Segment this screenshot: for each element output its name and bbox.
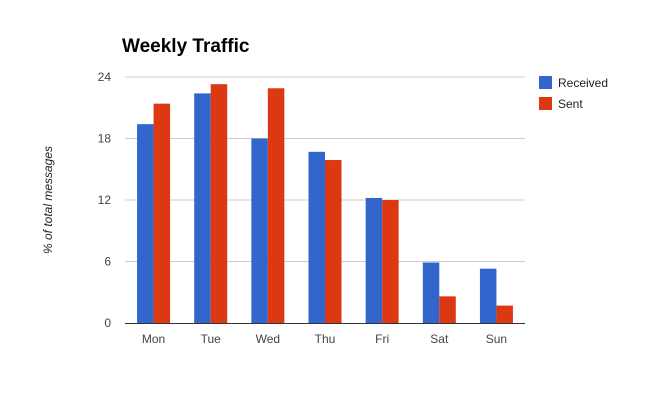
bar-sent-tue (210, 84, 228, 323)
x-tick-label: Mon (142, 332, 165, 346)
bar-received-thu (308, 151, 325, 323)
x-tick-label: Tue (201, 332, 222, 346)
y-axis-label: % of total messages (41, 146, 55, 254)
bar-sent-thu (325, 160, 342, 323)
legend-label-sent: Sent (558, 97, 583, 111)
y-tick-labels: 0 6 12 18 24 (98, 70, 112, 330)
bar-sent-wed (267, 88, 285, 324)
bar-sent-sat (439, 296, 456, 323)
bar-received-sat (422, 262, 440, 323)
y-tick-label: 18 (98, 132, 112, 146)
bar-received-mon (137, 124, 154, 324)
bar-sent-sun (496, 305, 513, 323)
bar-received-fri (365, 197, 383, 323)
bar-received-wed (251, 138, 268, 323)
legend: Received Sent (539, 76, 608, 111)
x-tick-label: Sat (430, 332, 449, 346)
legend-label-received: Received (558, 76, 608, 90)
bars (137, 84, 513, 324)
y-tick-label: 0 (104, 316, 111, 330)
bar-received-tue (194, 93, 211, 324)
legend-swatch-sent (539, 97, 552, 110)
chart-title: Weekly Traffic (122, 36, 250, 57)
bar-sent-fri (382, 200, 399, 323)
y-tick-label: 12 (98, 193, 112, 207)
legend-swatch-received (539, 76, 552, 89)
x-tick-label: Wed (256, 332, 280, 346)
x-tick-label: Sun (486, 332, 507, 346)
y-tick-label: 6 (104, 255, 111, 269)
x-tick-label: Thu (315, 332, 336, 346)
x-tick-labels: Mon Tue Wed Thu Fri Sat Sun (142, 332, 507, 346)
bar-received-sun (479, 268, 497, 323)
x-tick-label: Fri (375, 332, 389, 346)
y-tick-label: 24 (98, 70, 112, 84)
bar-sent-mon (153, 103, 171, 324)
